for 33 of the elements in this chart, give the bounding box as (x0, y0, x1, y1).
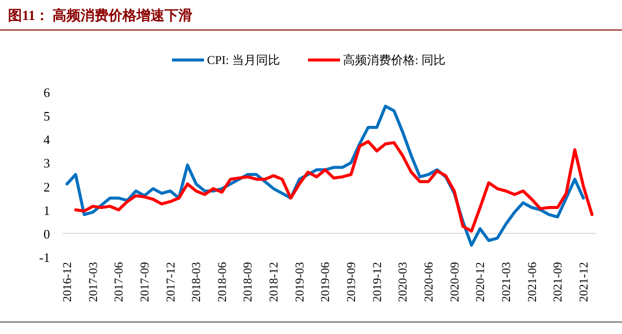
x-tick-label: 2021-09 (550, 262, 565, 302)
plot: -1 0 1 2 3 4 5 6 2016-12 2017-03 2017-06 2017-09 2017-12 2018-03 2018-06 2018-09 2018-12 2019-03 2019-06 2019-09 2019-12 2020-03 2020-06 2020-09 2020-12 2021-03 2021-06 2021-09 2021-12 (39, 85, 596, 302)
legend-label: 高频消费价格: 同比 (343, 53, 446, 67)
x-tick-label: 2019-12 (370, 262, 384, 302)
y-tick-label: 6 (44, 85, 50, 100)
x-tick-label: 2020-09 (447, 262, 462, 302)
x-tick-label: 2018-09 (240, 262, 255, 302)
legend-label: CPI: 当月同比 (207, 53, 280, 67)
y-tick-label: -1 (39, 250, 50, 265)
x-tick-label: 2021-12 (576, 262, 590, 302)
x-tick-label: 2019-03 (292, 262, 306, 302)
x-tick-label: 2017-09 (137, 262, 152, 302)
y-tick-label: 3 (44, 156, 50, 171)
x-tick-label: 2019-09 (344, 262, 358, 302)
x-tick-label: 2017-03 (86, 262, 100, 302)
title: 图11： 高频消费价格增速下滑 (8, 9, 193, 24)
y-tick-label: 1 (44, 202, 50, 218)
y-tick-label: 0 (44, 226, 50, 242)
x-tick-label: 2018-12 (266, 262, 281, 302)
y-tick-label: 5 (44, 108, 50, 124)
x-tick-label: 2017-12 (163, 262, 178, 302)
x-tick-label: 2018-06 (214, 262, 229, 302)
x-tick-label: 2020-12 (473, 262, 488, 302)
x-tick-label: 2020-06 (421, 262, 436, 302)
x-tick-label: 2019-06 (318, 262, 332, 302)
x-tick-label: 2017-06 (112, 262, 126, 302)
y-tick-label: 4 (44, 132, 50, 148)
x-tick-label: 2018-03 (189, 262, 204, 302)
x-tick-label: 2020-03 (396, 262, 410, 302)
x-tick-label: 2021-06 (524, 262, 539, 302)
y-tick-label: 2 (44, 179, 50, 194)
x-tick-label: 2021-03 (498, 262, 513, 302)
x-tick-label: 2016-12 (60, 262, 74, 302)
